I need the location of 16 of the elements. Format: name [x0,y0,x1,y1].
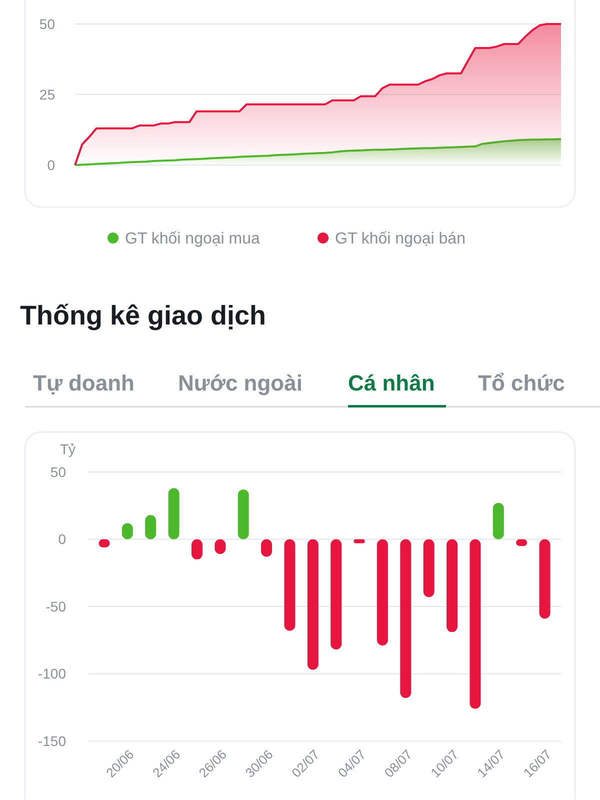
y-tick-label: 0 [47,156,56,173]
y-tick-label: -150 [38,732,66,749]
y-tick-label: 25 [39,86,56,102]
text: Cá nhân [348,370,435,396]
chart-title: Thống kê giao dịch [20,300,266,330]
y-axis-title: Tỷ [60,440,76,457]
y-tick-label: 0 [58,531,66,548]
text: Tổ chức [478,370,565,396]
y-tick-label: 50 [50,464,66,480]
legend-label: GT khối ngoại bán [335,230,466,248]
y-tick-label: -50 [46,598,66,614]
text: Nước ngoài [178,370,302,396]
y-tick-label: 50 [39,16,56,32]
text: Tự doanh [33,370,134,396]
y-tick-label: -100 [38,666,66,682]
legend-label: GT khối ngoại mua [125,230,260,248]
